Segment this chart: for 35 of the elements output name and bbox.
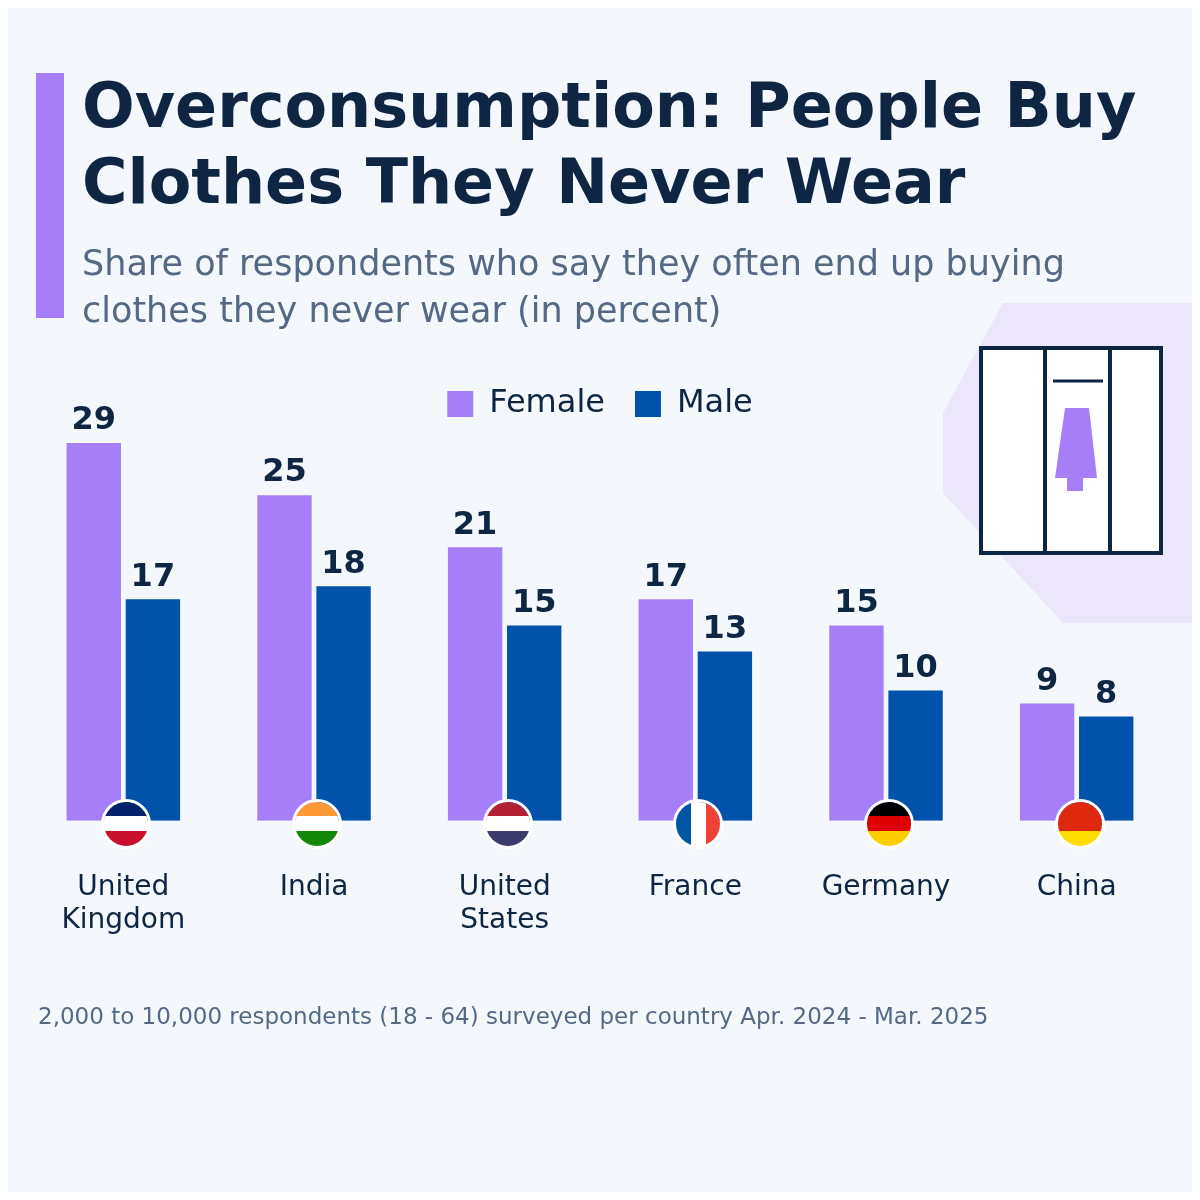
text: 2,000 to 10,000 respondents (18 - 64) surveyed per country Apr. 2024 - Mar. 2025 bbox=[38, 1003, 989, 1029]
data-label: 29 bbox=[71, 399, 117, 438]
data-label: 8 bbox=[1095, 672, 1118, 711]
data-label: 15 bbox=[511, 581, 557, 620]
x-tick-label: China bbox=[1036, 868, 1117, 902]
legend-label: Male bbox=[676, 382, 753, 421]
bar bbox=[66, 443, 121, 821]
chart-subtitle: Share of respondents who say they often end up buying clothes they never wear (in percent) bbox=[82, 242, 1066, 333]
data-label: 15 bbox=[834, 581, 879, 620]
data-label: 18 bbox=[321, 542, 366, 581]
bar bbox=[257, 495, 312, 821]
bar bbox=[447, 547, 503, 821]
bar bbox=[1019, 703, 1075, 821]
bar bbox=[1079, 716, 1134, 821]
bar bbox=[888, 690, 943, 821]
bar bbox=[316, 586, 371, 821]
x-tick-label: United States bbox=[458, 868, 551, 936]
data-label: 13 bbox=[702, 607, 748, 646]
bar bbox=[507, 625, 562, 821]
data-label: 17 bbox=[643, 555, 689, 594]
x-tick-label: India bbox=[279, 868, 349, 902]
data-label: 21 bbox=[452, 503, 498, 542]
data-label: 9 bbox=[1035, 659, 1059, 698]
bar bbox=[829, 625, 884, 821]
data-label: 10 bbox=[893, 646, 938, 685]
chart-title: Overconsumption: People Buy Clothes They Never Wear bbox=[82, 68, 1138, 220]
x-tick-label: Germany bbox=[821, 868, 951, 902]
bar bbox=[125, 599, 181, 821]
bar bbox=[638, 599, 693, 821]
data-label: 25 bbox=[262, 451, 307, 490]
data-label: 17 bbox=[130, 555, 176, 594]
bar bbox=[697, 651, 753, 821]
x-tick-label: United Kingdom bbox=[61, 868, 186, 936]
legend-label: Female bbox=[489, 382, 605, 421]
x-tick-label: France bbox=[648, 868, 742, 902]
